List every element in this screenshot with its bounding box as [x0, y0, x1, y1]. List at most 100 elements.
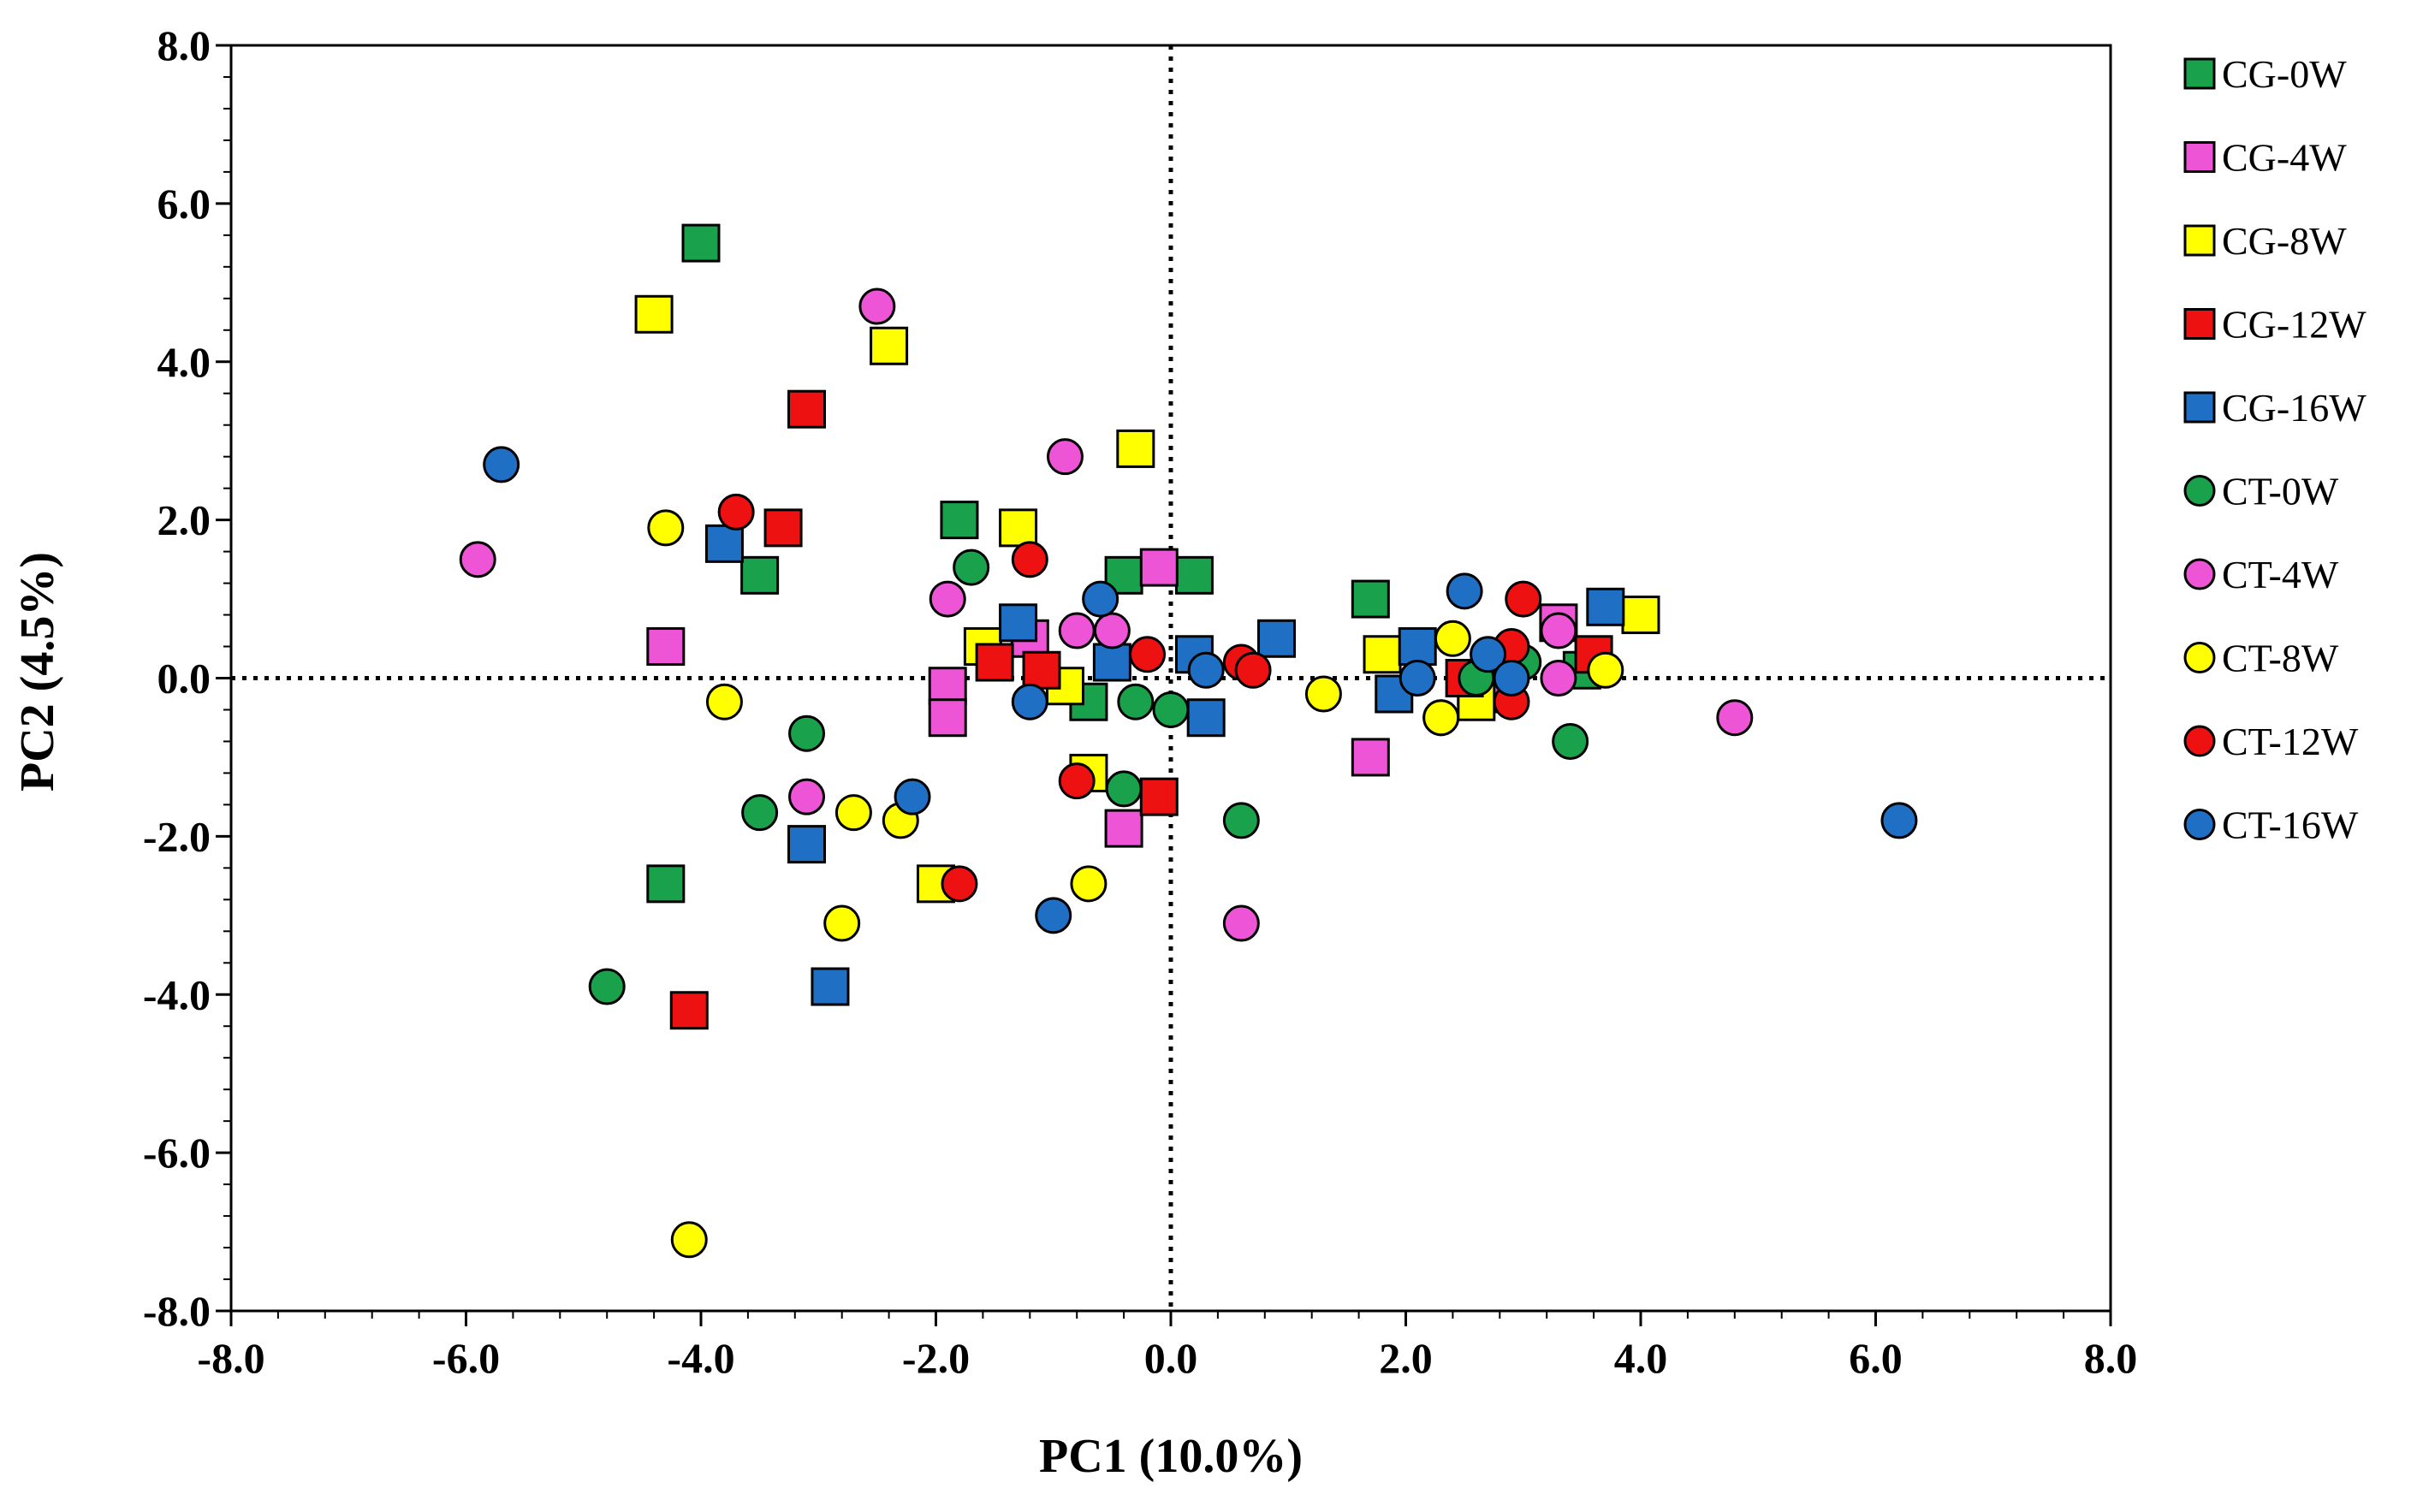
- data-point: [646, 627, 686, 667]
- data-point: [1222, 904, 1260, 942]
- data-point: [459, 541, 496, 578]
- y-tick-label: 2.0: [157, 496, 211, 544]
- data-point: [1104, 809, 1143, 848]
- legend-label: CT-8W: [2222, 637, 2339, 680]
- legend-item-cg-8w: CG-8W: [2183, 219, 2347, 263]
- legend-swatch: [2183, 57, 2216, 90]
- data-point: [1716, 699, 1754, 737]
- series-ct-16w: [483, 446, 1918, 934]
- series-ct-8w: [647, 509, 1624, 1259]
- data-point: [1552, 722, 1589, 760]
- data-point: [1139, 777, 1179, 816]
- data-point: [1880, 802, 1918, 839]
- legend-item-ct-12w: CT-12W: [2183, 720, 2359, 763]
- data-point: [894, 778, 931, 815]
- data-point: [929, 580, 966, 618]
- y-tick-label: -4.0: [143, 970, 211, 1018]
- legend-item-cg-4w: CG-4W: [2183, 136, 2347, 180]
- data-point: [1186, 698, 1226, 738]
- legend-label: CT-0W: [2222, 470, 2339, 513]
- data-point: [1621, 596, 1660, 635]
- data-point: [741, 794, 779, 832]
- y-tick-label: -8.0: [143, 1287, 211, 1335]
- y-tick-label: 0.0: [157, 655, 211, 703]
- data-point: [717, 493, 755, 531]
- y-tick-label: 6.0: [157, 180, 211, 228]
- data-point: [1422, 699, 1460, 737]
- y-tick-label: -6.0: [143, 1129, 211, 1177]
- x-tick-label: -6.0: [432, 1334, 500, 1382]
- data-point: [941, 865, 978, 903]
- x-tick-label: -2.0: [902, 1334, 970, 1382]
- series-ct-12w: [717, 493, 1542, 903]
- data-point: [1187, 651, 1225, 689]
- legend-label: CG-0W: [2222, 52, 2347, 96]
- legend-swatch: [2183, 224, 2216, 257]
- y-tick-label: -2.0: [143, 812, 211, 860]
- data-point: [704, 524, 744, 563]
- data-point: [646, 864, 686, 904]
- x-tick-label: 6.0: [1849, 1334, 1903, 1382]
- legend-item-cg-0w: CG-0W: [2183, 52, 2347, 96]
- data-point: [1446, 572, 1483, 610]
- data-point: [1093, 612, 1131, 649]
- data-point: [1082, 580, 1119, 618]
- data-point: [1586, 587, 1625, 626]
- data-point: [928, 667, 967, 706]
- data-point: [953, 548, 990, 586]
- data-point: [483, 446, 520, 483]
- x-tick-label: -4.0: [667, 1334, 734, 1382]
- data-point: [870, 326, 909, 365]
- data-point: [1470, 636, 1507, 673]
- data-point: [1105, 770, 1143, 808]
- data-point: [1046, 438, 1084, 476]
- axes-layer: -8.0 -6.0 -4.0 -2.0 0.0 2.0 4.0 6.0 8.0 -8.0 -6.0 -…: [143, 21, 2137, 1382]
- data-point: [1092, 643, 1131, 682]
- legend-swatch: [2183, 809, 2216, 840]
- data-point: [1117, 683, 1155, 720]
- x-axis-title: PC1 (10.0%): [1039, 1430, 1303, 1483]
- x-tick-label: 8.0: [2084, 1334, 2138, 1382]
- data-point: [1434, 620, 1471, 657]
- data-point: [1540, 660, 1577, 697]
- data-point: [588, 968, 626, 1005]
- legend-label: CG-4W: [2222, 136, 2347, 180]
- data-point: [823, 904, 861, 942]
- legend-swatch: [2183, 558, 2216, 590]
- data-point: [1011, 541, 1048, 578]
- legend-label: CG-12W: [2222, 303, 2367, 347]
- data-point: [1011, 683, 1048, 720]
- legend: CG-0W CG-4W CG-8W CG-12W CG-16W CT-0W CT-4W CT-…: [2183, 52, 2367, 847]
- data-point: [1070, 865, 1108, 903]
- data-point: [1022, 650, 1061, 690]
- legend-label: CT-4W: [2222, 553, 2339, 596]
- data-point: [834, 794, 872, 832]
- x-tick-label: 4.0: [1614, 1334, 1668, 1382]
- data-point: [1363, 635, 1402, 674]
- data-point: [1257, 619, 1297, 658]
- data-point: [1152, 691, 1190, 728]
- legend-swatch: [2183, 141, 2216, 173]
- data-point: [787, 389, 827, 429]
- data-point: [1234, 651, 1272, 689]
- x-tick-label: 2.0: [1379, 1334, 1433, 1382]
- data-point: [811, 967, 850, 1006]
- data-point: [1139, 548, 1179, 587]
- data-point: [1058, 612, 1096, 649]
- legend-item-ct-0w: CT-0W: [2183, 470, 2339, 513]
- data-point: [647, 509, 685, 547]
- legend-item-ct-16w: CT-16W: [2183, 803, 2359, 847]
- data-point: [975, 643, 1014, 682]
- data-points: [459, 223, 1918, 1259]
- series-ct-0w: [588, 548, 1589, 1005]
- data-point: [1116, 429, 1155, 468]
- legend-item-ct-4w: CT-4W: [2183, 553, 2339, 596]
- legend-swatch: [2183, 475, 2216, 507]
- legend-label: CT-12W: [2222, 720, 2359, 763]
- legend-label: CT-16W: [2222, 803, 2359, 847]
- legend-swatch: [2183, 642, 2216, 673]
- data-point: [1505, 580, 1542, 618]
- data-point: [1351, 738, 1390, 777]
- data-point: [1540, 612, 1577, 649]
